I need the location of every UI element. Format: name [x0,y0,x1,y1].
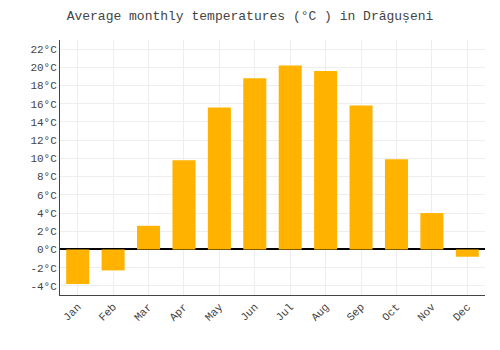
svg-text:-2°C: -2°C [30,263,57,275]
svg-text:Average monthly temperatures (: Average monthly temperatures (°C ) in Dr… [67,9,434,24]
svg-text:Jul: Jul [274,301,296,323]
svg-text:May: May [203,301,226,324]
svg-text:Mar: Mar [132,301,154,323]
svg-text:22°C: 22°C [30,44,57,56]
svg-text:20°C: 20°C [30,62,57,74]
svg-text:14°C: 14°C [30,117,57,129]
svg-text:4°C: 4°C [37,208,57,220]
svg-text:-4°C: -4°C [30,281,57,293]
svg-text:Apr: Apr [167,301,189,323]
svg-text:18°C: 18°C [30,80,57,92]
svg-text:6°C: 6°C [37,190,57,202]
svg-text:12°C: 12°C [30,135,57,147]
svg-text:0°C: 0°C [37,244,57,256]
svg-text:Jun: Jun [238,301,260,323]
svg-text:2°C: 2°C [37,226,57,238]
svg-text:16°C: 16°C [30,99,57,111]
svg-text:Aug: Aug [309,301,331,323]
svg-text:Dec: Dec [451,301,473,323]
svg-text:8°C: 8°C [37,171,57,183]
svg-text:Sep: Sep [345,301,367,323]
svg-text:Jan: Jan [61,301,83,323]
svg-text:Nov: Nov [415,301,438,324]
svg-text:Oct: Oct [380,301,402,323]
svg-text:Feb: Feb [97,301,119,323]
svg-text:10°C: 10°C [30,153,57,165]
